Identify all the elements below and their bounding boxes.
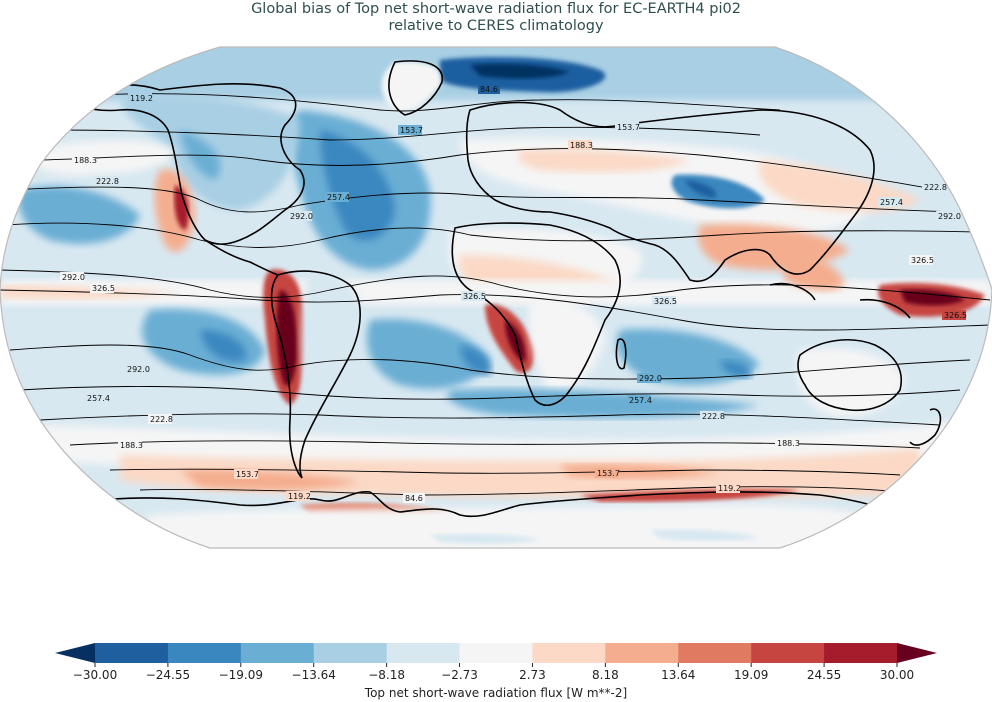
colorbar-tick-label: −30.00: [72, 668, 118, 682]
contour-label: 84.6: [405, 494, 423, 503]
contour-label: 153.7: [400, 126, 423, 135]
contour-label: 222.8: [924, 183, 947, 192]
contour-label: 257.4: [327, 193, 350, 202]
contour-label: 188.3: [120, 441, 143, 450]
chart-title: Global bias of Top net short-wave radiat…: [0, 1, 992, 35]
contour-label: 188.3: [74, 156, 97, 165]
colorbar-segment: [532, 643, 606, 663]
coast-indonesia: [769, 282, 816, 301]
colorbar-segment: [240, 643, 315, 663]
contour-label: 257.4: [87, 394, 110, 403]
contour-119-south: [139, 486, 901, 496]
contour-222-south: [39, 413, 941, 426]
contour-label: 326.5: [911, 256, 934, 265]
coastlines: [58, 60, 942, 521]
colorbar-tick-label: −24.55: [145, 668, 191, 682]
contour-222: [9, 186, 961, 213]
contour-labels: 119.2 84.6 153.7 153.7 188.3 188.3 222.8…: [60, 84, 967, 503]
colorbar-label: Top net short-wave radiation flux [W m**…: [364, 686, 628, 700]
colorbar-tick-label: 24.55: [806, 668, 842, 682]
colorbar-segment: [605, 643, 679, 663]
coast-australia: [797, 339, 902, 412]
map-boundary: [0, 46, 992, 549]
colorbar-segment: [167, 643, 242, 663]
contour-label: 222.8: [150, 415, 173, 424]
coast-greenland: [388, 60, 443, 116]
colorbar-segment: [751, 643, 825, 663]
contour-label: 188.3: [570, 141, 593, 150]
colorbar-segment: [313, 643, 388, 663]
coast-new-guinea: [859, 298, 911, 319]
title-line-1: Global bias of Top net short-wave radiat…: [251, 1, 741, 17]
colorbar-segment: [678, 643, 752, 663]
contour-119: [99, 93, 781, 112]
colorbar-tick-label: 8.18: [592, 668, 619, 682]
contour-188: [39, 148, 941, 191]
colorbar-tick-label: 13.64: [661, 668, 696, 682]
climatology-contours: [0, 93, 991, 496]
contour-label: 84.6: [480, 85, 498, 94]
contour-label: 292.0: [938, 212, 961, 221]
contour-292-south: [9, 344, 971, 380]
contour-label: 188.3: [777, 439, 800, 448]
colorbar-tick-label: −8.18: [368, 668, 406, 682]
colorbar-segment: [459, 643, 533, 663]
colorbar-tick-label: −13.64: [291, 668, 336, 682]
contour-257: [4, 222, 981, 248]
contour-label: 257.4: [880, 198, 903, 207]
contour-label: 326.5: [944, 311, 967, 320]
contour-326-north: [0, 269, 991, 301]
contour-label: 292.0: [62, 273, 85, 282]
contour-label: 326.5: [463, 292, 486, 301]
colorbar-extend-max: [897, 643, 937, 663]
contour-label: 153.7: [236, 470, 259, 479]
colorbar-extend-min: [55, 643, 95, 663]
colorbar: −30.00 −24.55 −19.09 −13.64 −8.18 −2.73 2.73 8.…: [0, 636, 992, 702]
contour-label: 292.0: [290, 212, 313, 221]
coast-new-zealand: [909, 408, 942, 446]
colorbar-segment: [95, 643, 169, 663]
colorbar-segments: [95, 643, 898, 663]
colorbar-tick-label: 2.73: [519, 668, 546, 682]
colorbar-segment: [824, 643, 898, 663]
contour-label: 292.0: [127, 365, 150, 374]
contour-label: 153.7: [597, 469, 620, 478]
coast-africa: [451, 222, 621, 406]
colorbar-tick-label: −19.09: [218, 668, 264, 682]
colorbar-ticks: [94, 663, 898, 667]
coast-north-america: [58, 83, 305, 245]
title-line-2: relative to CERES climatology: [388, 18, 604, 34]
map-plot: 119.2 84.6 153.7 153.7 188.3 188.3 222.8…: [0, 46, 992, 549]
contour-label: 153.7: [617, 123, 640, 132]
contour-326: [0, 289, 991, 331]
contour-153: [59, 126, 761, 141]
colorbar-bar: [55, 643, 937, 667]
contour-label: 292.0: [639, 374, 662, 383]
contour-label: 257.4: [629, 396, 652, 405]
contour-257-south: [19, 386, 961, 400]
coast-antarctica: [99, 491, 921, 521]
coast-south-america: [270, 270, 361, 479]
colorbar-segment: [386, 643, 461, 663]
contour-label: 326.5: [654, 297, 677, 306]
bias-field: [0, 47, 992, 548]
contour-label: 222.8: [702, 412, 725, 421]
contour-188-south: [69, 440, 921, 449]
coast-madagascar: [615, 338, 627, 370]
colorbar-tick-label: 19.09: [733, 668, 769, 682]
contour-label: 222.8: [96, 177, 119, 186]
contour-label: 119.2: [288, 492, 311, 501]
contour-label: 119.2: [130, 94, 153, 103]
colorbar-tick-label: 30.00: [879, 668, 915, 682]
coast-central-america: [204, 239, 279, 276]
coast-eurasia: [465, 101, 875, 282]
contour-label: 119.2: [718, 484, 741, 493]
contour-label: 326.5: [92, 284, 115, 293]
colorbar-tick-label: −2.73: [441, 668, 478, 682]
